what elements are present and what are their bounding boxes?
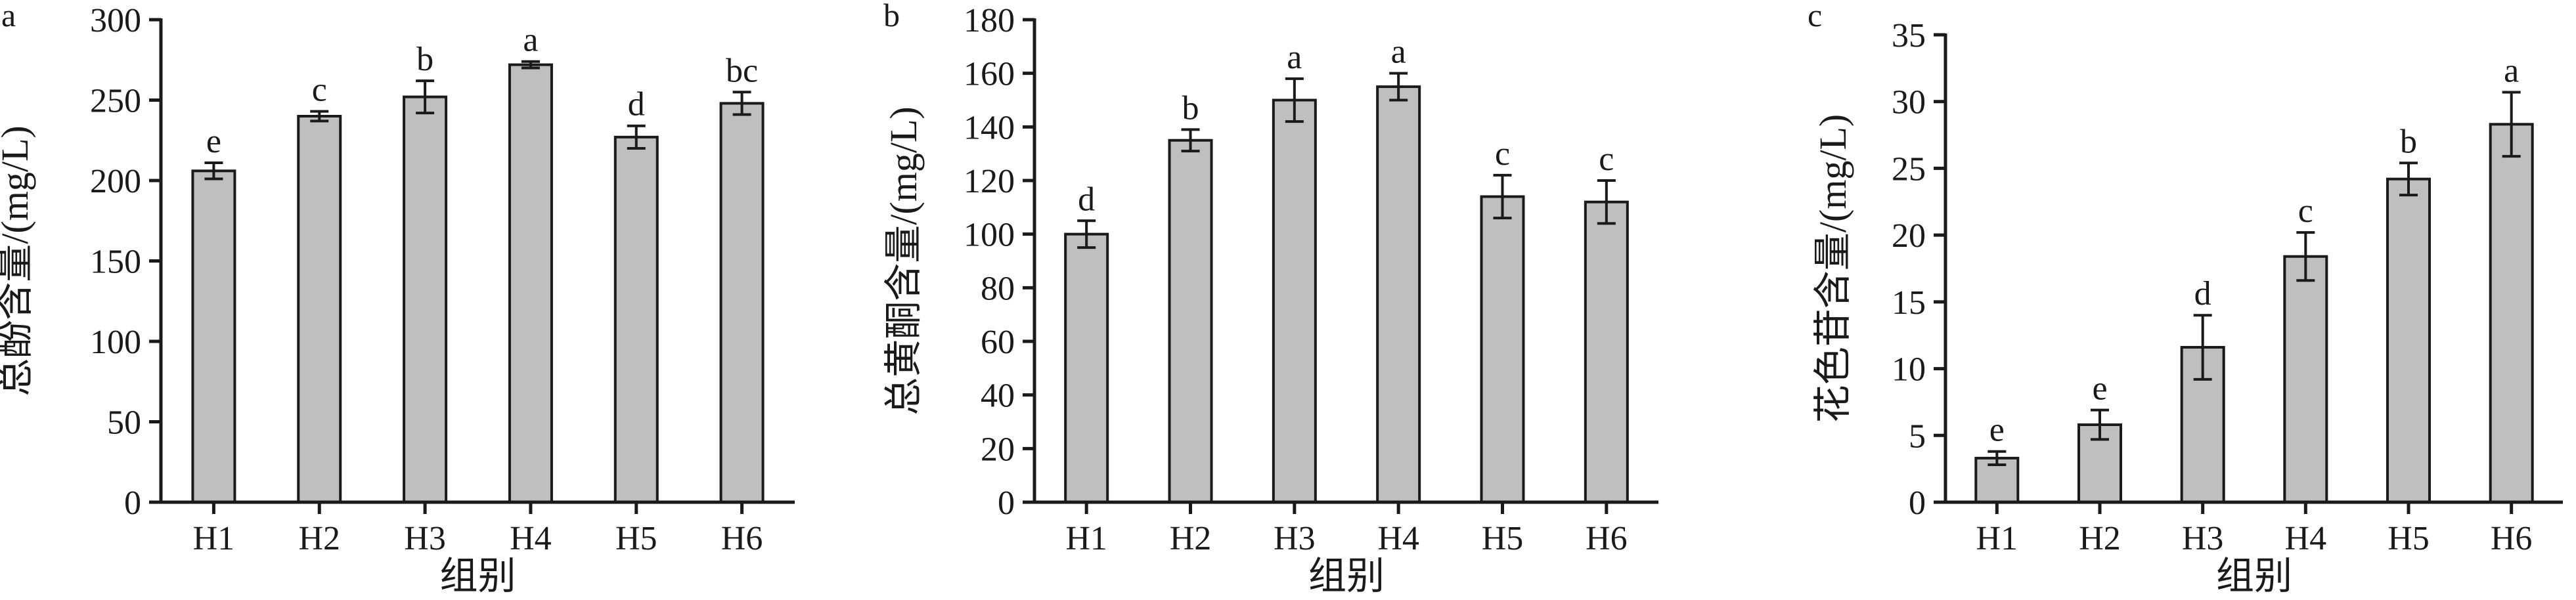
y-tick-label: 0 xyxy=(1909,484,1926,522)
x-tick-label: H5 xyxy=(1482,520,1524,557)
panel-a: a e c b a d bc 0 50 100 150 200 250 300 H1 H2 H3 H4 H5 H6 组… xyxy=(0,0,795,597)
bar-H6 xyxy=(719,102,765,504)
panel-letter-a: a xyxy=(1,0,16,33)
x-tick-label: H3 xyxy=(1274,520,1316,557)
x-axis-title: 组别 xyxy=(1308,555,1385,597)
significance-label: b xyxy=(416,41,433,78)
significance-label: e xyxy=(206,123,221,160)
y-tick-label: 50 xyxy=(107,404,141,442)
x-tick-label: H2 xyxy=(2079,520,2121,557)
x-tick-label: H5 xyxy=(615,520,657,557)
bar-H6 xyxy=(1584,200,1629,504)
significance-label: d xyxy=(2194,275,2211,312)
y-tick-label: 180 xyxy=(964,2,1015,39)
panel-letter-c: c xyxy=(1808,0,1822,33)
significance-label: e xyxy=(1989,412,2005,449)
y-tick-label: 120 xyxy=(964,163,1015,200)
bar-H5 xyxy=(1480,195,1525,504)
y-tick-label: 30 xyxy=(1892,84,1926,121)
y-tick-label: 100 xyxy=(90,324,141,361)
y-tick-label: 20 xyxy=(1892,217,1926,255)
x-tick-label: H3 xyxy=(2182,520,2224,557)
significance-label: d xyxy=(1078,181,1095,218)
significance-label: c xyxy=(1495,135,1510,173)
x-tick-label: H1 xyxy=(1976,520,2018,557)
x-tick-label: H6 xyxy=(1586,520,1628,557)
y-tick-label: 35 xyxy=(1892,17,1926,54)
significance-label: c xyxy=(1599,140,1614,178)
x-tick-label: H6 xyxy=(2491,520,2533,557)
panel-letter-b: b xyxy=(883,0,900,33)
y-tick-label: 200 xyxy=(90,163,141,200)
x-tick-label: H4 xyxy=(2285,520,2327,557)
y-tick-label: 40 xyxy=(981,377,1015,415)
y-tick-label: 15 xyxy=(1892,284,1926,322)
y-tick-label: 300 xyxy=(90,2,141,39)
x-tick-label: H1 xyxy=(1065,520,1107,557)
significance-label: c xyxy=(312,72,327,109)
significance-label: a xyxy=(523,22,538,59)
x-axis-title: 组别 xyxy=(2216,555,2292,597)
bar-H4 xyxy=(1376,85,1421,504)
x-axis-title: 组别 xyxy=(439,555,516,597)
panel-c: c e e d c b a 0 5 10 15 20 25 30 35 H1 H2 H3 H4 H5 H6 组别 花色苷含… xyxy=(1808,0,2563,597)
bar-H3 xyxy=(403,95,448,504)
significance-label: a xyxy=(1391,33,1406,71)
x-tick-label: H2 xyxy=(1170,520,1212,557)
bar-H5 xyxy=(613,135,659,504)
significance-label: b xyxy=(1182,89,1199,127)
bar-H4 xyxy=(2283,255,2328,504)
y-tick-label: 20 xyxy=(981,431,1015,468)
y-axis-title: 总酚含量/(mg/L) xyxy=(0,125,36,396)
y-axis-title: 花色苷含量/(mg/L) xyxy=(1811,114,1854,423)
y-tick-label: 140 xyxy=(964,109,1015,146)
y-tick-label: 80 xyxy=(981,270,1015,307)
bar-H2 xyxy=(1168,139,1213,504)
x-tick-label: H5 xyxy=(2387,520,2430,557)
bar-H6 xyxy=(2489,123,2534,504)
x-tick-label: H3 xyxy=(404,520,446,557)
significance-label: bc xyxy=(726,52,758,89)
bar-H4 xyxy=(508,63,553,504)
significance-label: a xyxy=(2504,52,2519,89)
y-tick-label: 160 xyxy=(964,56,1015,93)
x-tick-label: H4 xyxy=(510,520,552,557)
x-tick-label: H6 xyxy=(721,520,763,557)
x-tick-label: H1 xyxy=(193,520,235,557)
y-tick-label: 5 xyxy=(1909,418,1926,455)
bar-H1 xyxy=(191,169,236,504)
y-tick-label: 100 xyxy=(964,217,1015,254)
y-tick-label: 150 xyxy=(90,244,141,281)
y-tick-label: 25 xyxy=(1892,150,1926,188)
y-tick-label: 10 xyxy=(1892,351,1926,389)
bar-H1 xyxy=(1064,232,1109,504)
y-tick-label: 0 xyxy=(124,484,141,522)
bar-H5 xyxy=(2386,177,2431,504)
significance-label: c xyxy=(2298,192,2313,230)
y-axis-title: 总黄酮含量/(mg/L) xyxy=(882,106,925,415)
x-tick-label: H4 xyxy=(1377,520,1419,557)
x-tick-label: H2 xyxy=(298,520,340,557)
significance-label: e xyxy=(2092,370,2107,408)
significance-label: a xyxy=(1287,39,1302,76)
panel-b: b d b a a c c 0 20 40 60 80 100 120 140 160 180 H1 H2 H3 H4… xyxy=(882,0,1658,597)
bar-H3 xyxy=(1272,98,1317,504)
significance-label: d xyxy=(628,86,645,123)
y-tick-label: 0 xyxy=(998,484,1015,522)
y-tick-label: 60 xyxy=(981,324,1015,361)
y-tick-label: 250 xyxy=(90,83,141,120)
bar-H2 xyxy=(297,115,342,504)
significance-label: b xyxy=(2400,123,2417,160)
